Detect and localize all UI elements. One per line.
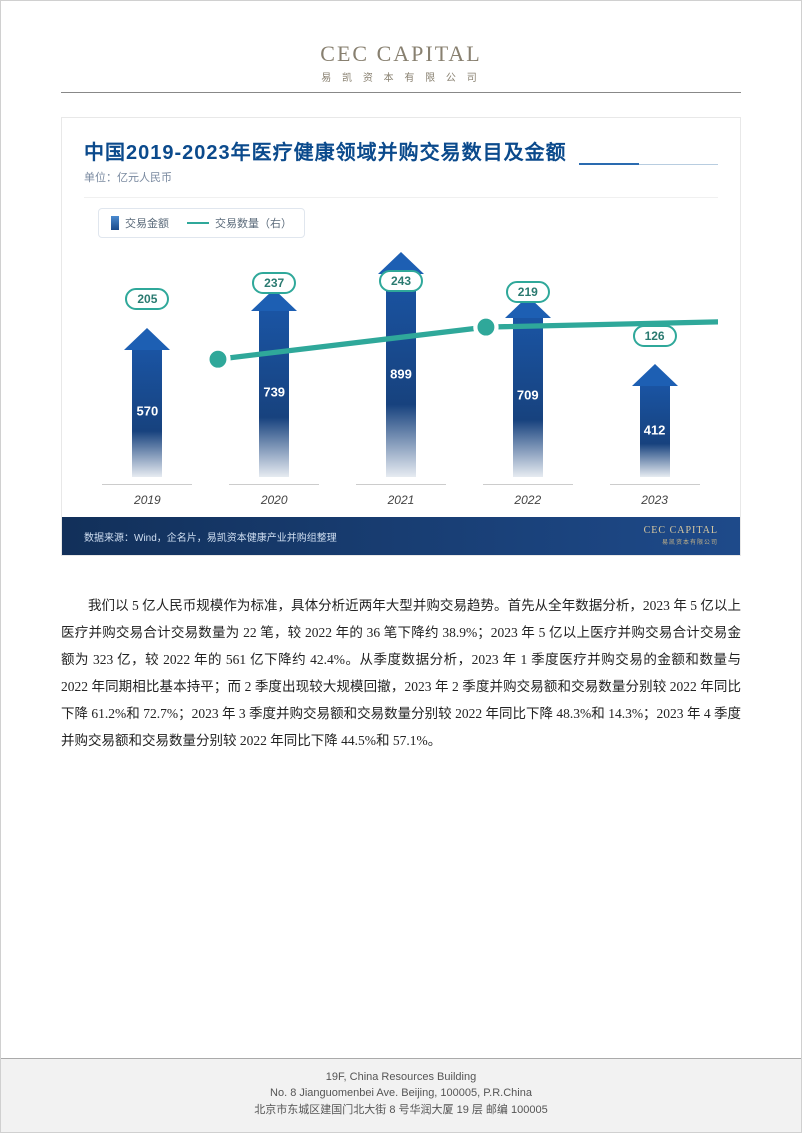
chart-card: 中国2019-2023年医疗健康领域并购交易数目及金额 单位：亿元人民币 交易金… — [61, 117, 741, 556]
footer-line-2: No. 8 Jianguomenbei Ave. Beijing, 100005… — [1, 1085, 801, 1102]
x-tick-label: 2019 — [102, 484, 192, 507]
header-divider — [61, 92, 741, 93]
arrow-bar: 709 — [513, 314, 543, 477]
chart-title: 中国2019-2023年医疗健康领域并购交易数目及金额 — [84, 136, 567, 165]
arrow-head-icon — [124, 328, 170, 350]
bar-group: 570 — [102, 346, 192, 477]
logo-sub-text: 易 凯 资 本 有 限 公 司 — [61, 69, 741, 84]
bar-group: 739 — [229, 307, 319, 477]
arrow-bar: 412 — [640, 382, 670, 477]
chart-title-rule — [579, 155, 718, 165]
footer-line-1: 19F, China Resources Building — [1, 1069, 801, 1086]
chart-legend: 交易金额 交易数量（右） — [98, 208, 305, 238]
bar-group: 709 — [483, 314, 573, 477]
arrow-head-icon — [378, 252, 424, 274]
chart-plot-area: 交易金额 交易数量（右） 570739899709412 20523724321… — [84, 197, 718, 517]
line-swatch-icon — [187, 222, 209, 224]
footer-line-3: 北京市东城区建国门北大街 8 号华润大厦 19 层 邮编 100005 — [1, 1102, 801, 1119]
chart-title-row: 中国2019-2023年医疗健康领域并购交易数目及金额 — [84, 136, 718, 165]
bar-value: 739 — [263, 385, 285, 400]
footer-logo-sub: 易凯资本有限公司 — [662, 540, 718, 546]
arrow-bar: 899 — [386, 270, 416, 477]
x-tick-label: 2023 — [610, 484, 700, 507]
x-tick-label: 2022 — [483, 484, 573, 507]
legend-line-label: 交易数量（右） — [215, 215, 292, 231]
arrow-head-icon — [251, 289, 297, 311]
body-paragraph: 我们以 5 亿人民币规模作为标准，具体分析近两年大型并购交易趋势。首先从全年数据… — [61, 592, 741, 754]
x-tick-label: 2020 — [229, 484, 319, 507]
logo-main-text: CEC CAPITAL — [61, 41, 741, 67]
arrow-bar: 570 — [132, 346, 162, 477]
bar-value: 899 — [390, 366, 412, 381]
header-logo: CEC CAPITAL 易 凯 资 本 有 限 公 司 — [61, 41, 741, 84]
x-tick-label: 2021 — [356, 484, 446, 507]
x-axis-labels: 2019 2020 2021 2022 2023 — [84, 484, 718, 507]
chart-footer: 数据来源：Wind，企名片，易凯资本健康产业并购组整理 CEC CAPITAL … — [62, 517, 740, 555]
legend-bar-label: 交易金额 — [125, 215, 169, 231]
bar-value: 412 — [644, 422, 666, 437]
bars-container: 570 739 899 709 412 — [84, 248, 718, 477]
arrow-head-icon — [632, 364, 678, 386]
arrow-bar: 739 — [259, 307, 289, 477]
bar-swatch-icon — [111, 216, 119, 230]
arrow-head-icon — [505, 296, 551, 318]
bar-group: 412 — [610, 382, 700, 477]
page-footer: 19F, China Resources Building No. 8 Jian… — [1, 1058, 801, 1133]
legend-bar: 交易金额 — [111, 215, 169, 231]
bar-group: 899 — [356, 270, 446, 477]
chart-footer-logo: CEC CAPITAL 易凯资本有限公司 — [644, 525, 718, 547]
bar-value: 709 — [517, 388, 539, 403]
bar-value: 570 — [137, 404, 159, 419]
chart-unit: 单位：亿元人民币 — [84, 169, 718, 185]
chart-source: 数据来源：Wind，企名片，易凯资本健康产业并购组整理 — [84, 529, 337, 544]
footer-logo-main: CEC CAPITAL — [644, 525, 718, 536]
legend-line: 交易数量（右） — [187, 215, 292, 231]
